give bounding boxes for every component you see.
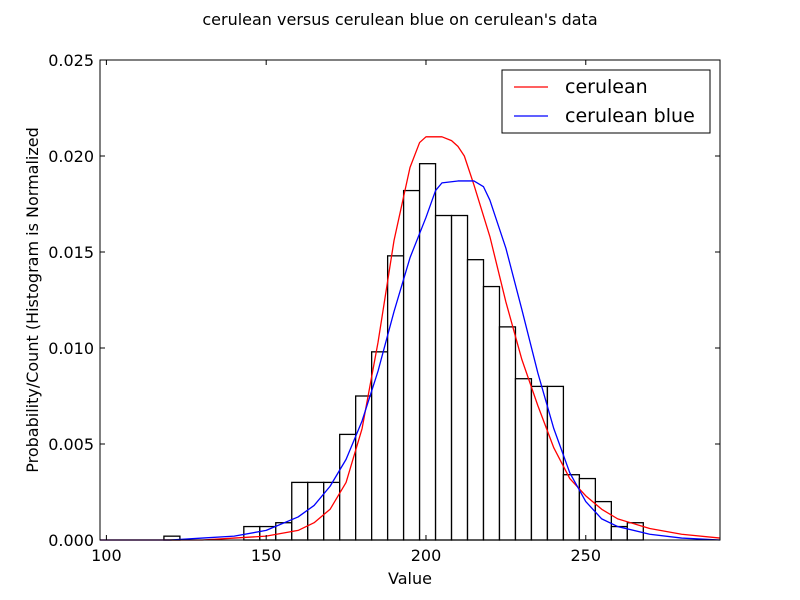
y-tick-label: 0.005 (48, 435, 94, 454)
y-tick-label: 0.010 (48, 339, 94, 358)
histogram-bar (434, 214, 453, 541)
x-tick-label: 150 (251, 546, 282, 565)
histogram-bar (402, 189, 421, 541)
y-tick-label: 0.015 (48, 243, 94, 262)
histogram-bar (386, 255, 405, 541)
histogram-bar (498, 326, 517, 541)
series-lines (100, 136, 721, 541)
y-tick-label: 0.020 (48, 147, 94, 166)
legend-label-cerulean-blue: cerulean blue (565, 105, 695, 127)
x-tick-label: 100 (91, 546, 122, 565)
x-axis-label: Value (388, 569, 432, 588)
histogram-bar (339, 433, 357, 541)
histogram-bar (546, 385, 565, 541)
chart-title: cerulean versus cerulean blue on cerulea… (202, 10, 597, 29)
y-tick-label: 0.000 (48, 531, 94, 550)
histogram-bar (514, 378, 533, 541)
histogram-bar (482, 285, 501, 541)
histogram-bar (466, 259, 485, 541)
histogram-bar (259, 525, 277, 541)
histogram-bar (307, 481, 325, 541)
legend-box (501, 69, 711, 134)
series-line-cerulean-blue (100, 180, 721, 541)
histogram-bar (594, 500, 612, 541)
histogram-bars (163, 163, 644, 541)
plot-frame (99, 59, 721, 541)
x-tick-label: 250 (570, 546, 601, 565)
histogram-bar (450, 214, 469, 541)
y-tick-label: 0.025 (48, 51, 94, 70)
x-tick-label: 200 (411, 546, 442, 565)
legend-label-cerulean: cerulean (565, 76, 648, 98)
histogram-bar (370, 351, 389, 541)
y-axis-label: Probability/Count (Histogram is Normaliz… (23, 127, 42, 473)
legend: cerulean cerulean blue (501, 69, 711, 134)
axis-ticks: 100 150 200 250 0.000 0.005 0.010 0.015 0.020 0.0… (48, 51, 720, 565)
histogram-bar (418, 163, 437, 541)
